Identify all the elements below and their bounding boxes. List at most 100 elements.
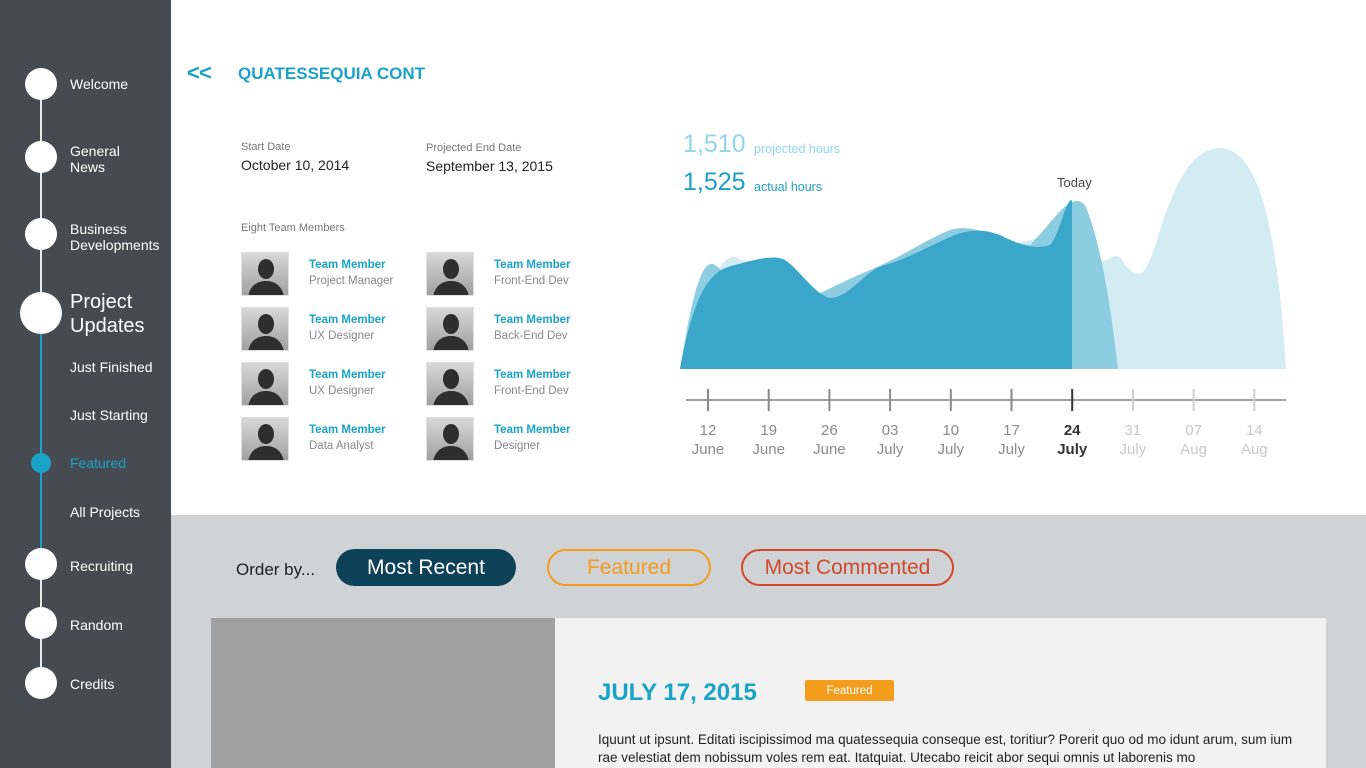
sidebar-item-welcome[interactable]: Welcome — [70, 76, 129, 92]
timeline-dot — [25, 68, 57, 100]
timeline-dot — [25, 141, 57, 173]
x-tick-month: July — [877, 441, 904, 458]
page-title: QUATESSEQUIA CONT — [238, 64, 426, 83]
timeline-dot — [25, 667, 57, 699]
x-tick-day: 07 — [1185, 422, 1202, 439]
start-date-value: October 10, 2014 — [241, 157, 350, 173]
team-member[interactable]: Team Member Project Manager — [241, 252, 421, 298]
x-tick-month: July — [937, 441, 964, 458]
sidebar-subitem-featured[interactable]: Featured — [70, 455, 127, 471]
x-tick-day: 03 — [882, 422, 899, 439]
team-member[interactable]: Team Member Front-End Dev — [426, 252, 606, 298]
start-date-label: Start Date — [241, 141, 291, 153]
avatar — [426, 362, 474, 406]
member-role: Front-End Dev — [494, 385, 569, 397]
avatar — [241, 417, 289, 461]
person-silhouette-icon — [242, 418, 288, 460]
member-name[interactable]: Team Member — [309, 314, 386, 326]
back-button[interactable]: << — [187, 60, 212, 85]
post-date: JULY 17, 2015 — [598, 679, 757, 706]
projected-hours-label: projected hours — [754, 142, 841, 156]
person-silhouette-icon — [242, 308, 288, 350]
most-recent-button[interactable]: Most Recent — [336, 549, 516, 586]
team-member[interactable]: Team Member Front-End Dev — [426, 362, 606, 408]
member-role: Designer — [494, 440, 541, 452]
team-member[interactable]: Team Member Data Analyst — [241, 417, 421, 463]
x-tick-month: Aug — [1180, 441, 1207, 458]
member-role: UX Designer — [309, 330, 375, 342]
x-tick-day: 31 — [1125, 422, 1142, 439]
member-name[interactable]: Team Member — [494, 424, 571, 436]
avatar — [241, 307, 289, 351]
avatar — [241, 252, 289, 296]
avatar — [426, 417, 474, 461]
featured-button[interactable]: Featured — [547, 549, 711, 586]
end-date-label: Projected End Date — [426, 142, 522, 154]
x-axis-ticks: 12 June 19 June 26 June 03 July 10 July 17 July 24 Ju… — [692, 389, 1268, 458]
timeline-line — [40, 84, 42, 314]
actual-hours-value: 1,525 — [683, 168, 746, 196]
avatar — [241, 362, 289, 406]
sidebar-item-project-updates[interactable]: Project Updates — [70, 290, 145, 338]
sidebar-subitem-just-starting[interactable]: Just Starting — [70, 407, 148, 423]
sidebar-item-credits[interactable]: Credits — [70, 676, 115, 692]
timeline-dot — [25, 218, 57, 250]
post-image — [211, 618, 555, 768]
x-tick-day: 26 — [821, 422, 838, 439]
sidebar-item-recruiting[interactable]: Recruiting — [70, 558, 134, 574]
x-tick-day: 17 — [1003, 422, 1020, 439]
sidebar-item-label: General News — [70, 143, 120, 175]
sidebar: Welcome General News Business Developmen… — [0, 0, 171, 768]
x-tick-month: July — [998, 441, 1025, 458]
x-tick-day: 14 — [1246, 422, 1263, 439]
timeline-dot-featured — [31, 453, 51, 473]
team-member[interactable]: Team Member UX Designer — [241, 362, 421, 408]
sidebar-item-random[interactable]: Random — [70, 617, 123, 633]
member-name[interactable]: Team Member — [494, 314, 571, 326]
person-silhouette-icon — [427, 418, 473, 460]
team-member[interactable]: Team Member Designer — [426, 417, 606, 463]
team-member[interactable]: Team Member Back-End Dev — [426, 307, 606, 353]
member-role: Data Analyst — [309, 440, 374, 452]
featured-badge: Featured — [805, 680, 894, 701]
sidebar-item-general-news[interactable]: General News — [70, 143, 120, 175]
person-silhouette-icon — [242, 253, 288, 295]
timeline-line-active — [40, 314, 42, 564]
sidebar-item-label: Project Updates — [70, 291, 145, 337]
sidebar-subitem-just-finished[interactable]: Just Finished — [70, 359, 153, 375]
timeline-dot — [25, 607, 57, 639]
x-tick-month: July — [1057, 441, 1088, 458]
order-by-label: Order by... — [236, 560, 316, 579]
x-tick-day: 10 — [942, 422, 959, 439]
actual-area — [680, 200, 1072, 369]
timeline-dot — [25, 548, 57, 580]
team-member[interactable]: Team Member UX Designer — [241, 307, 421, 353]
person-silhouette-icon — [427, 253, 473, 295]
member-name[interactable]: Team Member — [309, 369, 386, 381]
member-name[interactable]: Team Member — [494, 369, 571, 381]
member-role: UX Designer — [309, 385, 375, 397]
sidebar-item-business-developments[interactable]: Business Developments — [70, 221, 160, 253]
projected-hours-value: 1,510 — [683, 130, 746, 158]
member-name[interactable]: Team Member — [309, 424, 386, 436]
today-label: Today — [1057, 175, 1092, 190]
member-role: Back-End Dev — [494, 330, 568, 342]
x-tick-month: July — [1120, 441, 1147, 458]
x-tick-month: Aug — [1241, 441, 1268, 458]
x-tick-month: June — [752, 441, 785, 458]
person-silhouette-icon — [242, 363, 288, 405]
team-count-label: Eight Team Members — [241, 222, 345, 234]
x-tick-month: June — [692, 441, 725, 458]
member-name[interactable]: Team Member — [309, 259, 386, 271]
avatar — [426, 252, 474, 296]
x-tick-day: 12 — [700, 422, 717, 439]
member-role: Front-End Dev — [494, 275, 569, 287]
timeline-dot-active — [20, 292, 62, 334]
x-tick-day: 19 — [760, 422, 777, 439]
most-commented-button[interactable]: Most Commented — [741, 549, 954, 586]
person-silhouette-icon — [427, 308, 473, 350]
x-tick-month: June — [813, 441, 846, 458]
member-name[interactable]: Team Member — [494, 259, 571, 271]
sidebar-subitem-all-projects[interactable]: All Projects — [70, 504, 141, 520]
person-silhouette-icon — [427, 363, 473, 405]
